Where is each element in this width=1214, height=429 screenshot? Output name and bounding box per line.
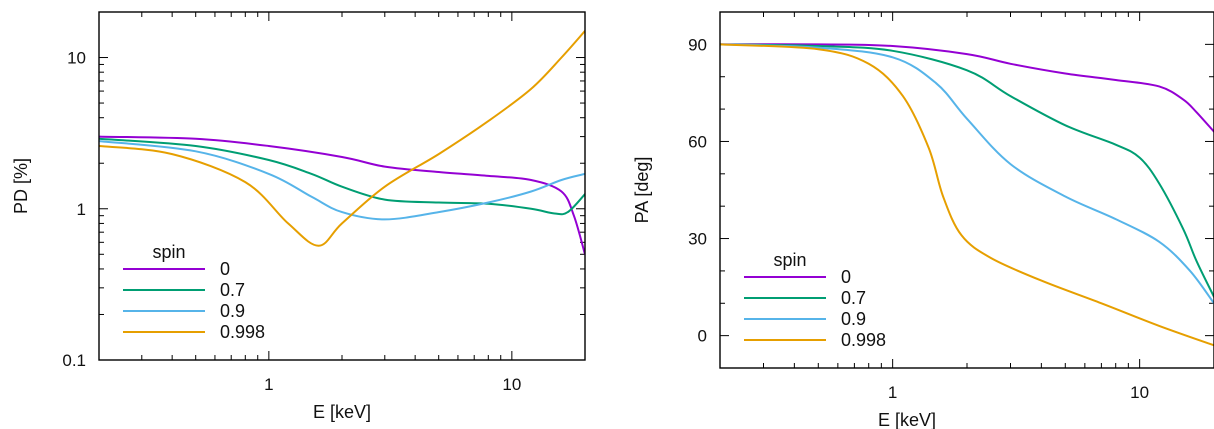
legend-label-spin-0.998: 0.998: [220, 322, 265, 342]
legend-label-spin-0.9: 0.9: [841, 309, 866, 329]
x-axis-label: E [keV]: [313, 402, 371, 422]
legend: spin 00.70.90.998: [744, 250, 886, 350]
series-line-spin-0.998: [99, 29, 585, 247]
legend-label-spin-0.7: 0.7: [841, 288, 866, 308]
legend-label-spin-0.7: 0.7: [220, 280, 245, 300]
y-axis-label: PA [deg]: [632, 157, 652, 224]
legend: spin 00.70.90.998: [123, 242, 265, 342]
y-tick-label: 1: [77, 200, 86, 219]
y-tick-label: 60: [688, 132, 707, 151]
series-line-spin-0: [99, 135, 585, 256]
y-tick-label: 90: [688, 35, 707, 54]
legend-title: spin: [152, 242, 185, 262]
series-line-spin-0: [720, 43, 1214, 133]
legend-title: spin: [773, 250, 806, 270]
plot-frame: [719, 11, 1214, 369]
series-line-spin-0.9: [99, 140, 585, 221]
x-tick-label: 10: [1130, 383, 1149, 402]
y-tick-label: 30: [688, 230, 707, 249]
y-tick-label: 10: [67, 49, 86, 68]
legend-label-spin-0.998: 0.998: [841, 330, 886, 350]
y-tick-label: 0: [698, 327, 707, 346]
x-tick-label: 10: [502, 375, 521, 394]
x-tick-label: 1: [888, 383, 897, 402]
plot-frame: [98, 11, 586, 361]
x-axis-label: E [keV]: [878, 410, 936, 429]
chart-panel-1: 1 10 0.1 1 10 E [keV] PD [%] spin 00.70.90.998: [11, 11, 586, 422]
legend-label-spin-0: 0: [220, 259, 230, 279]
x-tick-label: 1: [264, 375, 273, 394]
series-line-spin-0.998: [720, 43, 1214, 347]
legend-label-spin-0: 0: [841, 267, 851, 287]
series-line-spin-0.7: [720, 43, 1214, 298]
y-tick-label: 0.1: [62, 351, 86, 370]
series-line-spin-0.7: [99, 137, 585, 216]
series-line-spin-0.9: [720, 43, 1214, 305]
legend-label-spin-0.9: 0.9: [220, 301, 245, 321]
y-axis-label: PD [%]: [11, 158, 31, 214]
